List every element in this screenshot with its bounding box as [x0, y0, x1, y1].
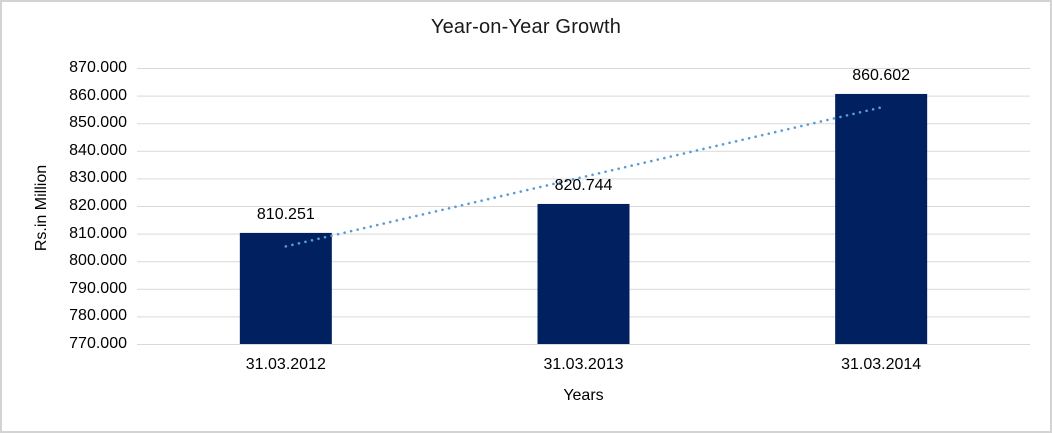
y-tick-label: 870.000 — [69, 59, 127, 76]
bar — [239, 232, 332, 344]
y-tick-label: 830.000 — [69, 169, 127, 187]
x-tick-label: 31.03.2014 — [841, 356, 922, 373]
x-tick-label: 31.03.2012 — [245, 356, 326, 373]
bar-value-label: 860.602 — [852, 66, 911, 84]
bar-value-label: 810.251 — [256, 205, 315, 223]
y-tick-label: 850.000 — [69, 114, 127, 132]
y-tick-label: 820.000 — [69, 197, 127, 214]
y-tick-label: 790.000 — [69, 279, 127, 297]
y-tick-label: 810.000 — [69, 224, 127, 242]
y-tick-label: 860.000 — [69, 86, 127, 104]
y-tick-label: 780.000 — [69, 307, 127, 325]
x-axis-title: Years — [563, 387, 604, 404]
y-tick-label: 770.000 — [69, 335, 127, 352]
bar-value-label: 820.744 — [554, 176, 613, 194]
bar — [835, 93, 928, 344]
x-tick-label: 31.03.2013 — [543, 356, 624, 373]
trendline — [284, 106, 883, 248]
bar — [537, 203, 630, 344]
y-tick-label: 840.000 — [69, 141, 127, 159]
y-tick-label: 800.000 — [69, 252, 127, 270]
chart-title: Year-on-Year Growth — [430, 16, 622, 38]
